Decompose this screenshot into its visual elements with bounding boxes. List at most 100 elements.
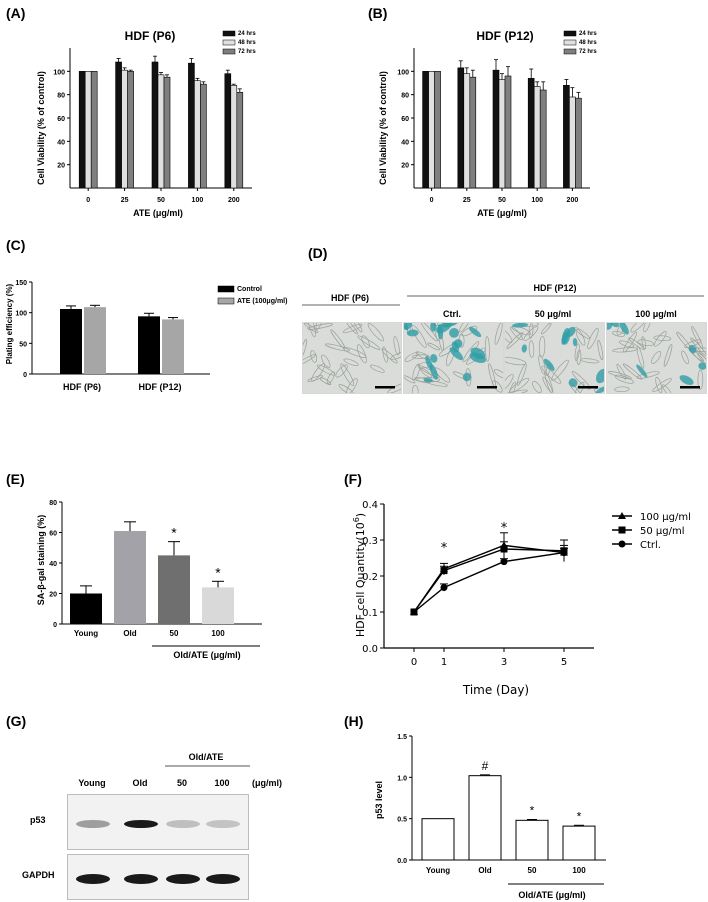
chart-e-plot: 0 20 40 60 80 Young Old 50 * 100 * (49, 500, 262, 638)
blot-gapdh-band (206, 874, 240, 884)
plotB-bar (492, 69, 500, 189)
micrograph-cell (303, 339, 307, 358)
plotA-bar (230, 85, 238, 189)
micrograph-cell (352, 323, 363, 333)
micrograph-background (303, 323, 401, 393)
micrograph-cell (655, 376, 663, 393)
chart-f-significance: * (441, 541, 448, 556)
micrograph-stained-cell (430, 323, 437, 332)
chart-a-legend-swatch (222, 30, 236, 37)
plotA-bar (115, 61, 122, 189)
micrograph-cell (310, 350, 318, 363)
chart-f-xlabel: Time (Day) (462, 683, 529, 697)
chart-f-xtick-label: 0 (411, 657, 417, 668)
chart-e-significance: * (171, 525, 177, 541)
chart-c: Plating efficiency (%) 0 50 100 150 HDF (P6)… (5, 280, 287, 392)
micrograph-cell (616, 363, 627, 380)
micrograph-cell (551, 359, 569, 381)
chart-a-legend-swatch (222, 39, 236, 46)
plotB-bar (527, 78, 535, 189)
chart-f-significance: * (501, 521, 508, 536)
micrograph-stained-cell (404, 323, 409, 331)
micrograph-cell (574, 343, 580, 361)
chart-c-xtick-label: HDF (P6) (63, 382, 101, 392)
micrograph-cell (608, 371, 632, 380)
chart-f-point (440, 584, 448, 592)
micrograph-stained-cell (453, 339, 463, 348)
chart-c-ytick-label: 150 (15, 280, 27, 287)
chart-f-point (440, 567, 448, 575)
micrograph-cell (330, 329, 346, 349)
micrograph-cell (571, 370, 591, 390)
plotA-bar (121, 69, 128, 189)
chart-e-bar (158, 555, 190, 624)
micrograph-cell (505, 329, 513, 344)
micrograph-stained-cell (607, 323, 613, 330)
micrograph-stained-cell (423, 377, 433, 383)
chart-b: HDF (P12) Cell Viability (% of control) … (378, 29, 597, 218)
plotA-ytick-label: 20 (57, 163, 65, 170)
micrograph-cell (367, 323, 384, 342)
chart-f-legend-marker (618, 540, 626, 548)
chart-e-ytick-label: 60 (49, 531, 57, 538)
micrograph-group-p6: HDF (P6) (331, 293, 369, 303)
chart-h-bar (562, 825, 596, 861)
chart-a-plot: 20 40 60 80 100 0 25 50 100 200 24 hrs 48 hrs 72 hrs (53, 30, 256, 204)
micrograph-cell (411, 324, 427, 348)
micrograph-scale-bar (578, 386, 598, 389)
micrograph-cell (321, 354, 331, 368)
chart-h-significance: * (530, 803, 535, 817)
micrograph-stained-cell (688, 344, 697, 354)
chart-c-legend-swatch (217, 297, 235, 305)
plotA-bar (200, 83, 207, 189)
micrograph-cell (691, 325, 704, 349)
micrograph-stained-cell (543, 358, 555, 371)
micrograph-image (607, 323, 706, 393)
micrograph-cell (636, 371, 660, 379)
chart-c-plot: 0 50 100 150 HDF (P6) HDF (P12) Control ATE (10… (15, 280, 287, 392)
micrograph-cell (307, 323, 334, 330)
micrograph-stained-cell (568, 378, 578, 388)
micrograph-cell (541, 323, 552, 335)
blot-lane-100: 100 (214, 778, 229, 788)
chart-a-ylabel: Cell Viability (% of control) (36, 71, 46, 185)
blot-p53-band (124, 820, 158, 828)
plotB-bar (539, 89, 547, 189)
chart-h-xtick-label: 100 (572, 866, 586, 875)
chart-e-xtick-label: Old (123, 629, 136, 638)
micrograph-cell (315, 323, 323, 330)
plotA-bar (78, 71, 86, 189)
chart-f-point (410, 608, 418, 616)
micrograph-stained-cell (406, 329, 419, 337)
micrograph-cell (542, 376, 553, 393)
plotB-ytick-label: 40 (401, 139, 409, 146)
plotB-xtick-label: 0 (430, 197, 434, 204)
micrograph-cell (696, 352, 706, 370)
micrograph-cell (404, 375, 416, 384)
chart-f-legend-label: Ctrl. (640, 540, 661, 551)
micrograph-cell (662, 384, 673, 393)
chart-a-xlabel: ATE (μg/ml) (133, 208, 183, 218)
blot-lane-50: 50 (177, 778, 187, 788)
micrograph-cell (697, 369, 704, 390)
chart-a-legend-swatch (222, 48, 236, 55)
micrograph-stained-cell (462, 372, 472, 382)
micrograph-cell (623, 332, 637, 353)
plotA-xtick-label: 100 (192, 197, 204, 204)
plotB-bar (434, 71, 441, 189)
chart-f-xtick-label: 1 (441, 657, 447, 668)
micrograph-scale-bar (375, 386, 395, 389)
chart-f-series-line (413, 551, 565, 613)
chart-a-legend-label: 48 hrs (238, 40, 256, 46)
panel-label-c: (C) (6, 237, 25, 253)
micrograph-stained-cell (468, 326, 482, 338)
micrograph-cell (381, 348, 398, 364)
micrograph-cell (614, 374, 634, 384)
chart-e-group-label: Old/ATE (μg/ml) (173, 650, 240, 660)
chart-b-plot: 20 40 60 80 100 0 25 50 100 200 24 hrs 48 hrs 72 hrs (397, 30, 597, 204)
micrograph-cell (630, 323, 646, 333)
micrograph-cell (505, 357, 527, 366)
micrograph-cell (307, 323, 316, 338)
micrograph-cell (597, 339, 604, 361)
micrograph-cell (303, 323, 319, 333)
